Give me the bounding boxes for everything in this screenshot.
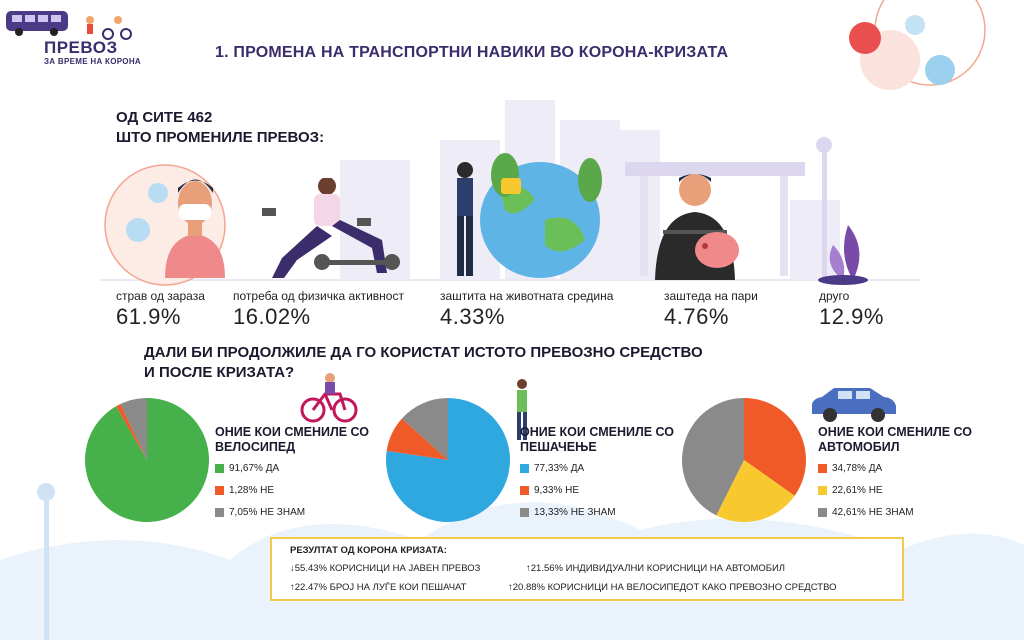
pie-slice-1-1 (386, 418, 448, 460)
exercise-woman-illustration (262, 178, 400, 278)
bicycle-icon (300, 373, 358, 423)
question-line-2: И ПОСЛЕ КРИЗАТА? (144, 364, 295, 381)
bus-icon (6, 11, 68, 36)
group-title-walking: ОНИЕ КОИ СМЕНИЛЕ СО ПЕШАЧЕЊЕ (520, 425, 674, 454)
pie-chart-car (682, 398, 806, 522)
question-title: ДАЛИ БИ ПРОДОЛЖИЛЕ ДА ГО КОРИСТАТ ИСТОТО… (144, 343, 703, 383)
result-line-2b: ↑20.88% КОРИСНИЦИ НА ВЕЛОСИПЕДОТ КАКО ПР… (508, 582, 837, 593)
pie-slice-0-1 (116, 403, 147, 460)
legend-item: 1,28% НЕ (215, 483, 375, 497)
result-box: РЕЗУЛТАТ ОД КОРОНА КРИЗАТА: ↓55.43% КОРИ… (270, 537, 904, 601)
result-heading: РЕЗУЛТАТ ОД КОРОНА КРИЗАТА: (290, 545, 447, 556)
pie-slice-1-2 (401, 398, 448, 460)
reason-value-fear: 61.9% (116, 304, 181, 329)
legend-label: 9,33% НЕ (534, 484, 580, 496)
reason-value-environment: 4.33% (440, 304, 505, 329)
reason-label-environment: заштита на животната средина (440, 289, 614, 303)
group-title-car: ОНИЕ КОИ СМЕНИЛЕ СО АВТОМОБИЛ (818, 425, 972, 454)
page-title: 1. ПРОМЕНА НА ТРАНСПОРТНИ НАВИКИ ВО КОРО… (215, 44, 729, 61)
legend-label: 1,28% НЕ (229, 484, 275, 496)
legend-walking: ОНИЕ КОИ СМЕНИЛЕ СО ПЕШАЧЕЊЕ 77,33% ДА 9… (520, 425, 680, 519)
intro-text: ОД СИТЕ 462 ШТО ПРОМЕНИЛЕ ПРЕВОЗ: (116, 108, 324, 148)
legend-swatch (215, 463, 224, 473)
pie-chart-walking (386, 398, 510, 522)
legend-item: 42,61% НЕ ЗНАМ (818, 505, 978, 519)
legend-label: 13,33% НЕ ЗНАМ (534, 506, 616, 518)
legend-item: 91,67% ДА (215, 461, 375, 475)
reason-label-activity: потреба од физичка активност (233, 289, 404, 303)
pie-slice-2-2 (682, 398, 744, 516)
logo-people-icon (86, 16, 132, 40)
legend-swatch (215, 507, 224, 517)
reason-label-other: друго (819, 289, 850, 303)
reason-label-savings: заштеда на пари (664, 289, 758, 303)
legend-label: 91,67% ДА (229, 462, 280, 474)
pie-slice-0-2 (120, 398, 147, 460)
legend-item: 77,33% ДА (520, 461, 680, 475)
pie-chart-bicycle (85, 398, 209, 522)
pie-slice-2-0 (744, 398, 806, 496)
intro-line-2: ШТО ПРОМЕНИЛЕ ПРЕВОЗ: (116, 129, 325, 146)
logo-title: ПРЕВОЗ (44, 38, 118, 57)
legend-swatch (520, 507, 529, 517)
question-line-1: ДАЛИ БИ ПРОДОЛЖИЛЕ ДА ГО КОРИСТАТ ИСТОТО… (144, 344, 703, 361)
intro-line-1: ОД СИТЕ 462 (116, 109, 213, 126)
pie-slice-2-1 (716, 460, 795, 522)
legend-item: 9,33% НЕ (520, 483, 680, 497)
result-line-1a: ↓55.43% КОРИСНИЦИ НА ЈАВЕН ПРЕВОЗ (290, 563, 481, 574)
reason-value-savings: 4.76% (664, 304, 729, 329)
legend-swatch (818, 463, 827, 473)
legend-swatch (520, 463, 529, 473)
masked-man-illustration (165, 179, 225, 278)
earth-illustration (457, 153, 602, 278)
legend-label: 22,61% НЕ (832, 484, 883, 496)
legend-item: 7,05% НЕ ЗНАМ (215, 505, 375, 519)
result-line-2a: ↑22.47% БРОЈ НА ЛУЃЕ КОИ ПЕШАЧАТ (290, 582, 467, 593)
legend-label: 7,05% НЕ ЗНАМ (229, 506, 306, 518)
legend-item: 34,78% ДА (818, 461, 978, 475)
legend-label: 42,61% НЕ ЗНАМ (832, 506, 914, 518)
car-icon (812, 388, 896, 422)
group-title-bicycle: ОНИЕ КОИ СМЕНИЛЕ СО ВЕЛОСИПЕД (215, 425, 369, 454)
walking-woman-icon (517, 379, 527, 440)
legend-label: 34,78% ДА (832, 462, 883, 474)
legend-swatch (215, 485, 224, 495)
plant-illustration (818, 225, 868, 285)
logo-subtitle: ЗА ВРЕМЕ НА КОРОНА (44, 57, 141, 66)
legend-swatch (818, 485, 827, 495)
legend-bicycle: ОНИЕ КОИ СМЕНИЛЕ СО ВЕЛОСИПЕД 91,67% ДА … (215, 425, 375, 519)
legend-swatch (520, 485, 529, 495)
reason-label-fear: страв од зараза (116, 289, 205, 303)
piggy-bank-man-illustration (655, 174, 739, 280)
reason-value-other: 12.9% (819, 304, 884, 329)
reason-value-activity: 16.02% (233, 304, 311, 329)
legend-label: 77,33% ДА (534, 462, 585, 474)
legend-item: 22,61% НЕ (818, 483, 978, 497)
result-line-1b: ↑21.56% ИНДИВИДУАЛНИ КОРИСНИЦИ НА АВТОМО… (526, 563, 786, 574)
legend-car: ОНИЕ КОИ СМЕНИЛЕ СО АВТОМОБИЛ 34,78% ДА … (818, 425, 978, 519)
legend-swatch (818, 507, 827, 517)
legend-item: 13,33% НЕ ЗНАМ (520, 505, 680, 519)
